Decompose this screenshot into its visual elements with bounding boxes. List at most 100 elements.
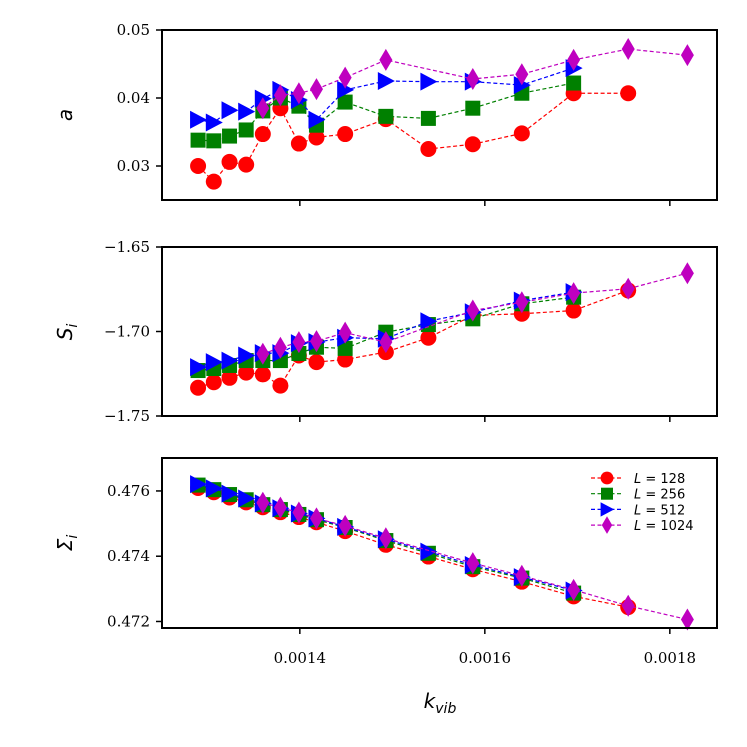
data-point-triangle-right [205,353,223,372]
data-point-square [238,122,254,138]
data-point-circle [620,85,637,102]
legend-label-var: L [634,503,641,518]
data-point-circle [205,173,222,190]
data-point-diamond [309,330,323,353]
data-point-diamond [621,38,635,61]
legend-marker-circle [600,471,614,485]
data-point-diamond [292,501,306,524]
data-point-diamond [338,66,352,89]
legend-label-var: L [634,472,641,487]
series-line [197,487,629,608]
data-point-triangle-right [221,351,239,370]
legend-label: L = 512 [634,503,685,518]
data-point-circle [290,135,307,152]
series-line [197,289,629,389]
panel-1: 0.03 0.04 0.05 [117,21,718,206]
panel2-ylabel: Si [53,324,81,341]
data-point-circle [238,156,255,173]
panel3-ylabel-sub: i [65,535,81,539]
data-point-diamond [621,277,635,300]
series-line [262,502,688,621]
data-point-circle [513,125,530,142]
data-point-square [337,94,353,110]
x-tick-label: 0.0014 [274,649,327,667]
data-point-diamond [309,78,323,101]
data-point-circle [308,354,325,371]
x-tick-label: 0.0016 [459,649,512,667]
data-point-circle [190,158,207,174]
data-point-circle [238,364,255,381]
data-point-circle [420,141,437,157]
data-point-triangle-right [205,113,223,132]
y-tick-label: −1.65 [104,238,150,256]
series-L1024 [256,262,694,365]
data-point-diamond [256,97,270,120]
data-point-diamond [273,336,287,359]
data-point-square [420,110,436,126]
data-point-square [222,128,238,144]
y-tick-label: 0.03 [117,157,150,175]
legend-label-var: L [634,519,641,534]
data-point-diamond [621,594,635,617]
legend-marker-square [601,487,613,500]
panel-3: 0.472 0.474 0.476 0.0014 0.0016 0.0018 [107,457,718,667]
legend-entry: L = 128 [591,471,685,487]
data-point-diamond [680,608,694,631]
data-point-diamond [680,44,694,67]
data-point-triangle-right [238,102,256,121]
legend-entry: L = 512 [591,502,685,518]
data-point-diamond [466,67,480,90]
y-tick-label: 0.05 [117,21,150,39]
legend-label-var: L [634,488,641,503]
data-point-diamond [466,299,480,322]
panel2-ylabel-sub: i [65,324,81,328]
data-point-triangle-right [420,72,438,91]
data-point-circle [254,366,271,383]
data-point-diamond [256,491,270,514]
data-point-circle [272,377,289,394]
axes-frame [161,29,718,201]
data-point-triangle-right [238,346,256,365]
data-point-diamond [567,578,581,601]
data-point-diamond [309,507,323,530]
axes-frame [161,457,718,629]
data-point-triangle-right [513,76,531,95]
plot-area [162,247,717,416]
panel2-ylabel-main: S [53,327,77,340]
data-point-circle [221,369,238,386]
data-point-triangle-right [308,110,326,129]
y-tick-label: −1.70 [104,323,150,341]
data-point-circle [190,379,207,396]
legend-label-value: = 512 [641,503,685,518]
data-point-square [465,100,481,116]
panel-2: −1.75 −1.70 −1.65 [104,238,718,425]
data-point-diamond [338,514,352,537]
legend-marker-triangle-right [600,502,615,517]
y-tick-label: 0.472 [107,612,150,630]
data-point-square [378,108,394,124]
data-point-diamond [680,262,694,285]
data-point-triangle-right [190,475,208,494]
data-point-diamond [273,496,287,519]
data-point-diamond [379,48,393,71]
data-point-diamond [379,331,393,354]
data-point-diamond [567,282,581,305]
y-tick-label: 0.04 [117,89,150,107]
data-point-square [190,132,206,148]
data-point-diamond [338,321,352,344]
data-point-diamond [273,84,287,107]
plot-area [162,30,717,200]
series-L1024 [256,38,694,120]
x-tick-label: 0.0018 [644,649,697,667]
data-point-triangle-right [190,110,208,129]
legend-entry: L = 256 [591,487,685,503]
data-point-diamond [466,552,480,575]
data-point-circle [221,153,238,170]
data-point-triangle-right [337,80,355,99]
data-point-diamond [515,564,529,587]
data-point-circle [464,136,481,153]
data-point-circle [420,329,437,346]
